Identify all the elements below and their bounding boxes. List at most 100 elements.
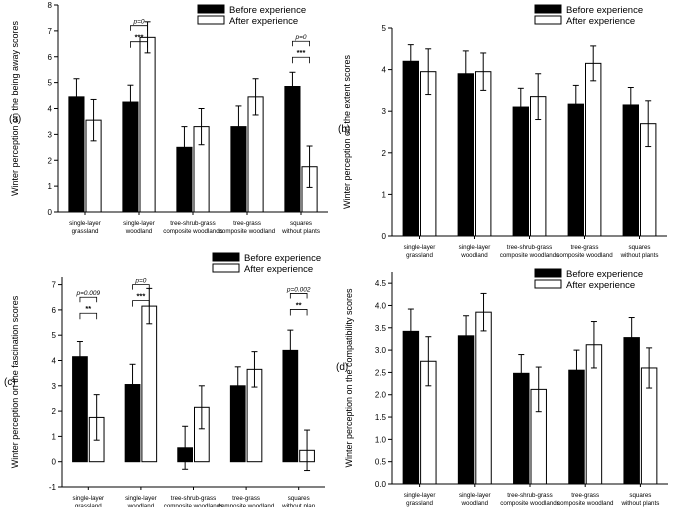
y-tick-label: 3.0	[375, 346, 387, 355]
bar-after	[475, 311, 492, 485]
legend-swatch-before	[534, 4, 562, 14]
significance-bracket	[79, 312, 98, 320]
y-tick-label: 2	[382, 149, 387, 158]
x-tick-label: single-layer	[459, 492, 491, 499]
significance-bracket	[289, 309, 308, 316]
legend-swatch-before	[212, 252, 240, 262]
legend-swatch-before	[534, 268, 562, 278]
y-tick-label: -1	[49, 483, 57, 492]
x-tick-label: without plants	[281, 228, 320, 235]
p-value-label: p=0.002	[286, 286, 311, 293]
bar-before	[284, 86, 301, 213]
x-tick-label: woodland	[460, 252, 488, 259]
panel-label: (c)	[4, 377, 16, 388]
x-tick-label: single-layer	[72, 495, 104, 502]
legend-label: Before experience	[566, 5, 643, 16]
legend-label: After experience	[566, 280, 635, 291]
x-tick-label: composite woodland	[218, 503, 275, 507]
x-tick-label: grassland	[75, 503, 102, 507]
significance-stars: **	[85, 304, 91, 313]
panel-label: (d)	[336, 362, 348, 373]
x-tick-label: single-layer	[125, 495, 157, 502]
significance-stars: ***	[297, 48, 306, 57]
x-tick-label: without plants	[620, 252, 659, 259]
x-tick-label: composite woodland	[557, 500, 614, 507]
bar-before	[457, 335, 475, 485]
y-tick-label: 8	[48, 1, 53, 10]
bar-before	[457, 73, 475, 237]
y-axis-title: Winter perception on the extent scores	[342, 54, 352, 209]
significance-bracket	[130, 25, 148, 31]
significance-stars: **	[296, 300, 302, 309]
x-tick-label: without plants	[620, 500, 659, 507]
y-tick-label: 4	[382, 66, 387, 75]
x-tick-label: tree-grass	[571, 492, 599, 499]
x-tick-label: composite woodlands	[500, 252, 560, 259]
significance-bracket	[292, 40, 310, 47]
y-tick-label: 3	[382, 107, 387, 116]
y-tick-label: 2	[52, 407, 57, 416]
y-tick-label: 3.5	[375, 324, 387, 333]
significance-stars: ***	[137, 292, 146, 301]
x-tick-label: tree-grass	[232, 495, 260, 502]
significance-bracket	[132, 284, 150, 290]
y-tick-label: 4.0	[375, 301, 387, 310]
y-tick-label: 5	[48, 79, 53, 88]
x-tick-label: squares	[288, 495, 310, 502]
bar-before	[622, 104, 639, 237]
y-tick-label: 1.0	[375, 435, 387, 444]
y-tick-label: 7	[48, 27, 53, 36]
legend-swatch-before	[197, 4, 225, 14]
x-tick-label: tree-grass	[233, 220, 261, 227]
y-tick-label: 1	[48, 182, 53, 191]
panel-a: 0 1 2 3 4 5 6 7 8 Winter perception on the being …	[9, 1, 328, 235]
y-tick-label: 1	[382, 190, 387, 199]
y-tick-label: 0	[52, 458, 57, 467]
legend-label: Before experience	[566, 269, 643, 280]
y-tick-label: 4	[52, 356, 57, 365]
significance-bracket	[289, 293, 308, 299]
x-tick-label: grassland	[72, 228, 99, 235]
significance-bracket	[130, 41, 148, 48]
legend-label: Before experience	[244, 253, 321, 264]
y-tick-label: 5	[52, 331, 57, 340]
panel-c: -1 0 1 2 3 4 5 6 7 Winter perception on the fasci…	[4, 252, 325, 507]
y-tick-label: 0	[48, 208, 53, 217]
y-axis-title: Winter perception on the being away scor…	[10, 20, 20, 196]
panel-d: 0.0 0.5 1.0 1.5 2.0 2.5 3.0 3.5 4.0 4.5 Winter per…	[336, 268, 668, 507]
y-tick-label: 1	[52, 432, 57, 441]
x-tick-label: woodland	[461, 500, 489, 507]
x-tick-label: composite woodland	[219, 228, 276, 235]
y-tick-label: 3	[48, 130, 53, 139]
y-tick-label: 2.0	[375, 391, 387, 400]
y-tick-label: 5	[382, 24, 387, 33]
panel-b: 0 1 2 3 4 5 Winter perception on the extent sc…	[338, 4, 667, 259]
x-tick-label: composite woodlands	[500, 500, 560, 507]
x-tick-label: without plan	[281, 503, 316, 507]
y-tick-label: 2	[48, 156, 53, 165]
panel-label: (b)	[338, 124, 350, 135]
y-tick-label: 0	[382, 232, 387, 241]
legend-label: After experience	[229, 16, 298, 27]
y-tick-label: 4	[48, 105, 53, 114]
y-tick-label: 3	[52, 382, 57, 391]
y-tick-label: 6	[52, 306, 57, 315]
bar-after	[475, 71, 492, 237]
legend-label: Before experience	[229, 5, 306, 16]
p-value-label: p=0	[132, 19, 144, 26]
y-tick-label: 0.5	[375, 458, 387, 467]
bar-before	[512, 106, 529, 237]
p-value-label: p=0	[294, 34, 306, 41]
p-value-label: p=0.009	[75, 290, 100, 297]
legend-label: After experience	[566, 16, 635, 27]
y-tick-label: 4.5	[375, 279, 387, 288]
x-tick-label: single-layer	[123, 220, 155, 227]
x-tick-label: tree-shrub-grass	[507, 492, 552, 499]
legend-swatch-after	[212, 263, 240, 273]
y-tick-label: 1.5	[375, 413, 387, 422]
x-tick-label: composite woodlands	[164, 503, 224, 507]
significance-bracket	[292, 56, 310, 64]
bar-before	[72, 356, 88, 463]
x-tick-label: woodland	[125, 228, 153, 235]
